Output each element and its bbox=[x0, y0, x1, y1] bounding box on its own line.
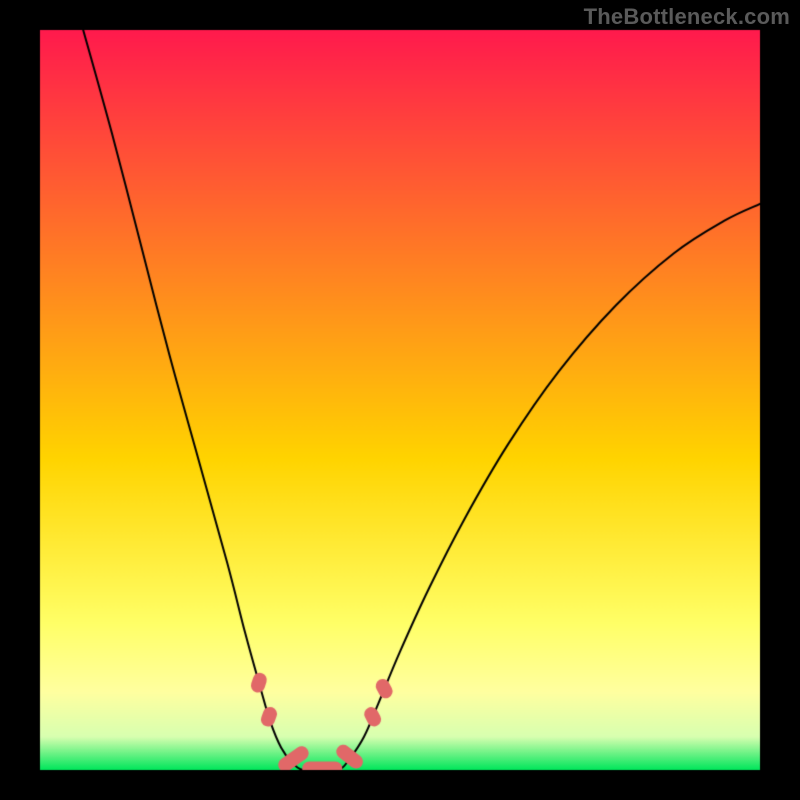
watermark-text: TheBottleneck.com bbox=[584, 4, 790, 30]
chart-canvas bbox=[0, 0, 800, 800]
chart-stage: TheBottleneck.com bbox=[0, 0, 800, 800]
